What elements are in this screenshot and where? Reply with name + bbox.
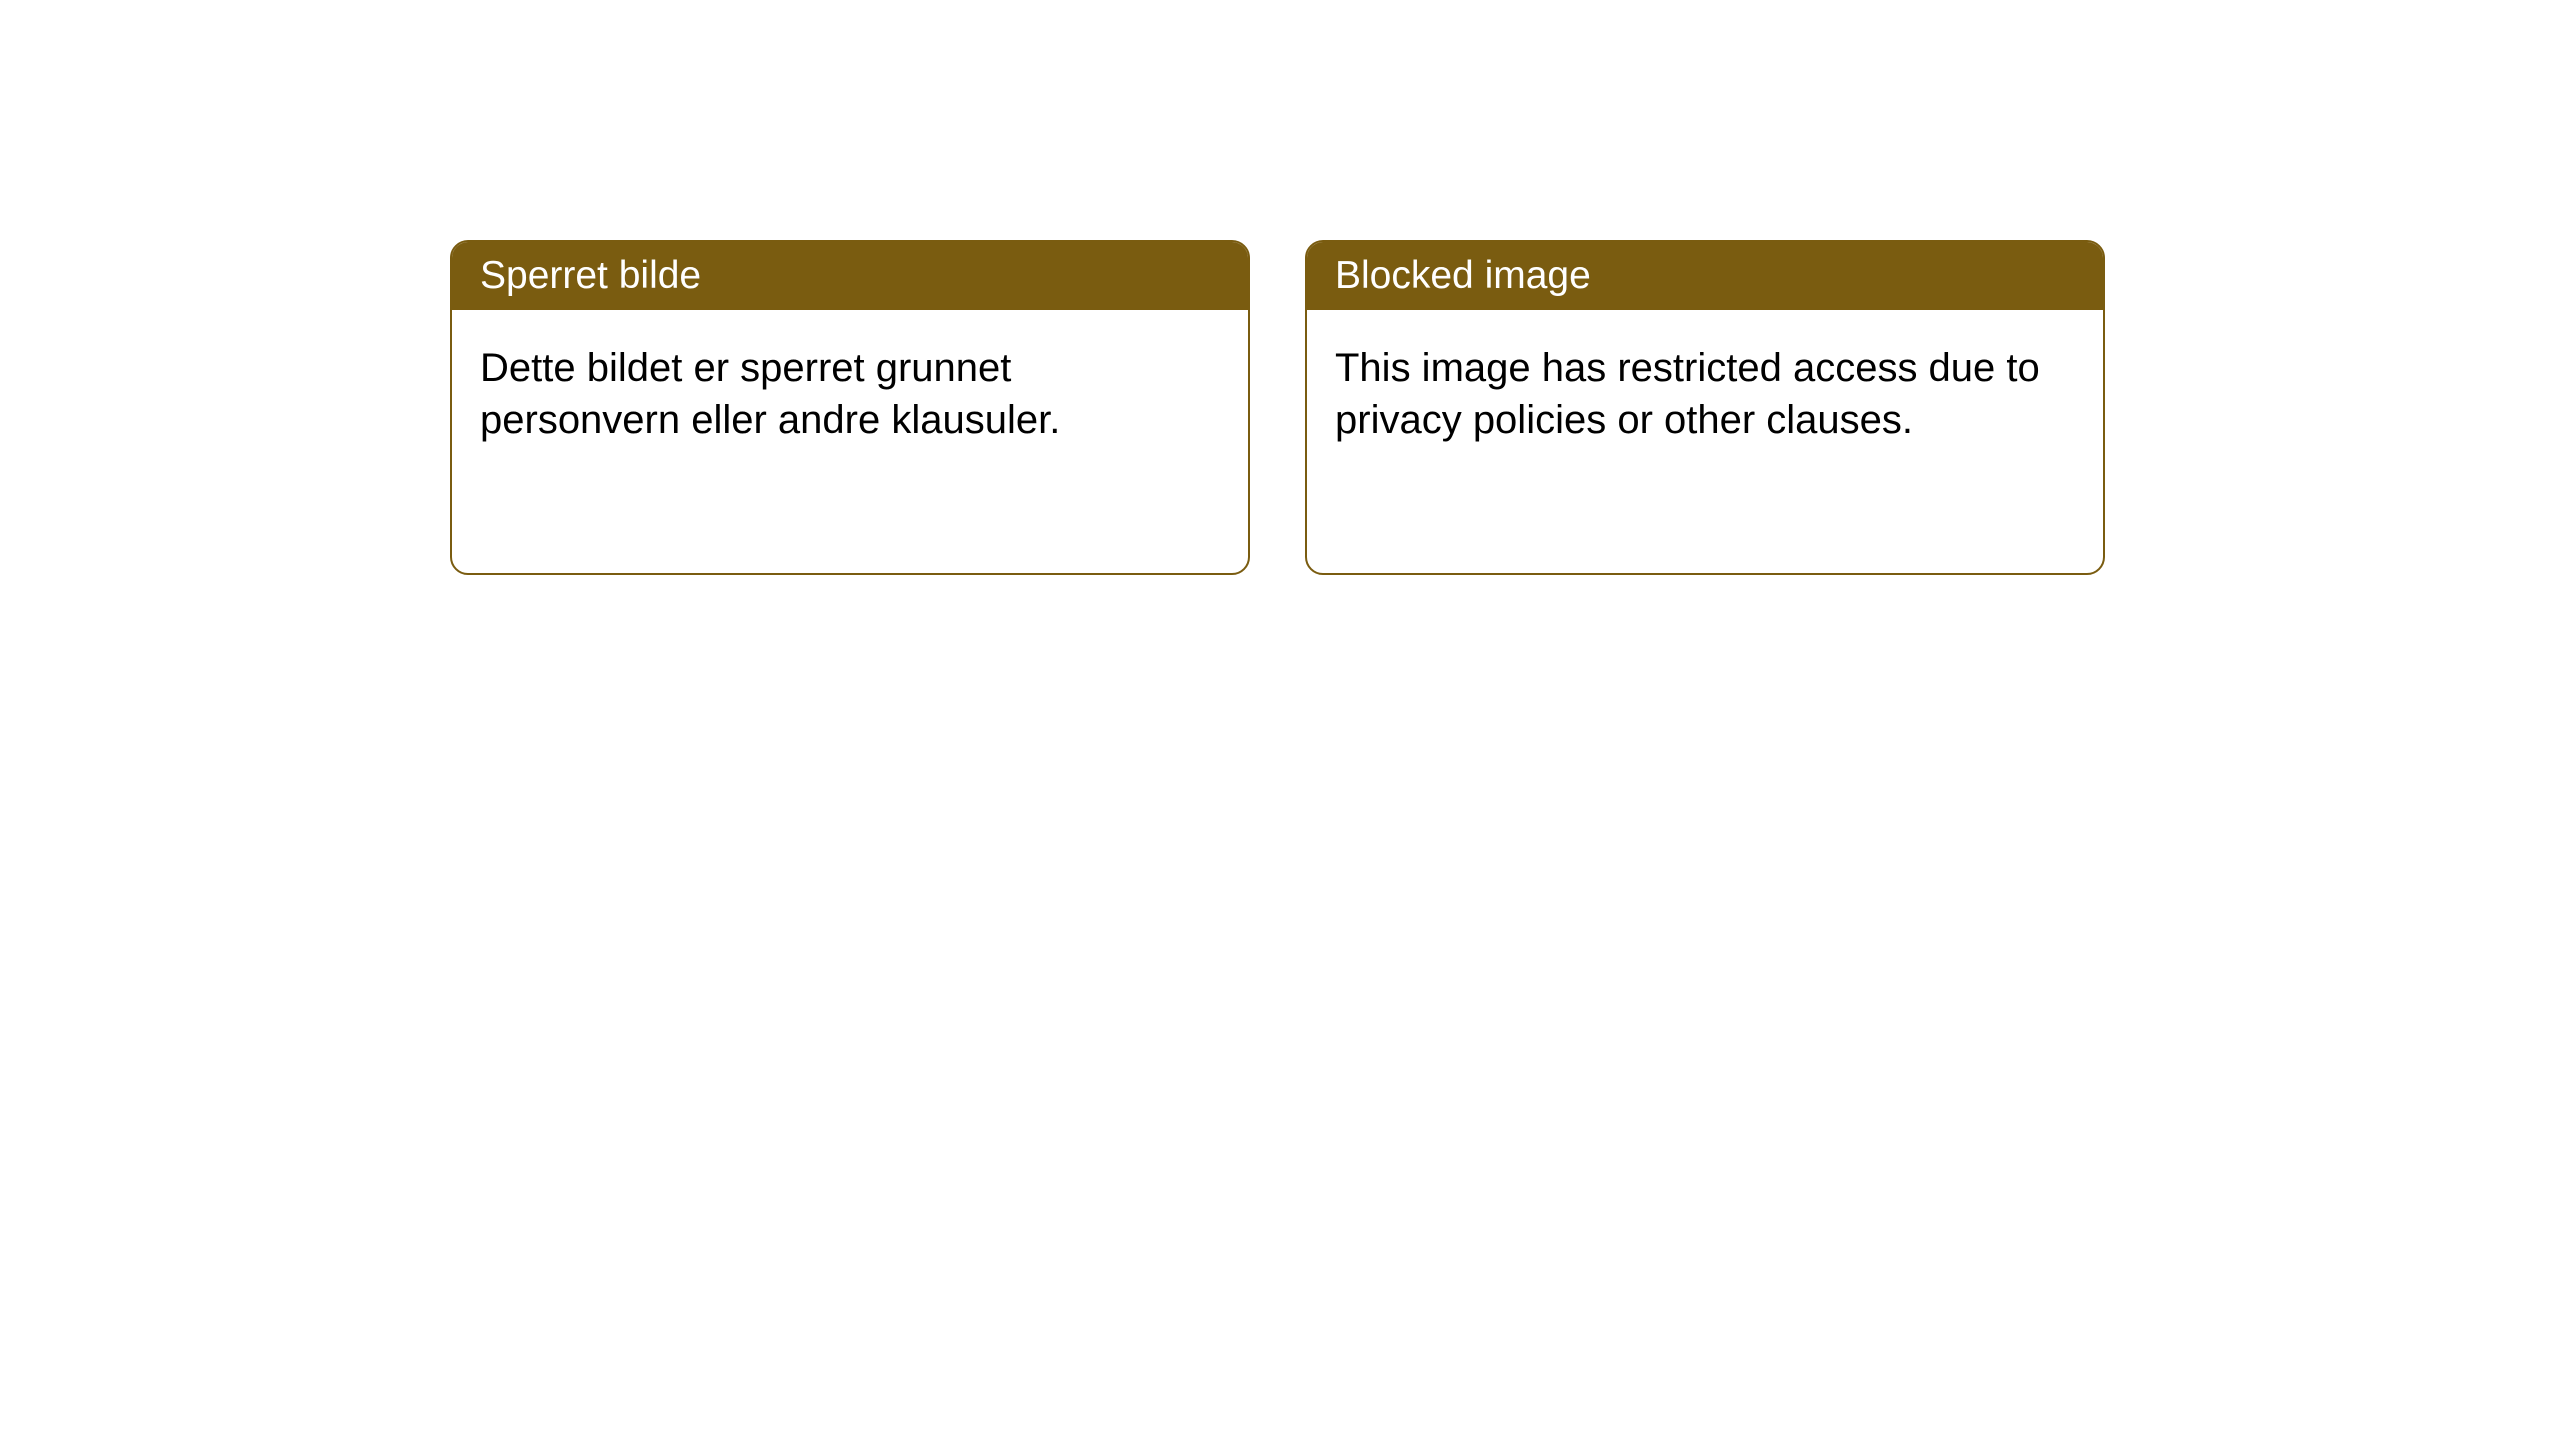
notice-card-title: Sperret bilde xyxy=(480,254,701,297)
notice-card-title: Blocked image xyxy=(1335,254,1591,297)
notice-container: Sperret bilde Dette bildet er sperret gr… xyxy=(0,0,2560,575)
notice-card-header: Blocked image xyxy=(1307,242,2103,310)
notice-card-header: Sperret bilde xyxy=(452,242,1248,310)
notice-card-body: This image has restricted access due to … xyxy=(1307,310,2103,478)
notice-card-body-text: Dette bildet er sperret grunnet personve… xyxy=(480,346,1060,442)
notice-card-body: Dette bildet er sperret grunnet personve… xyxy=(452,310,1248,478)
notice-card-english: Blocked image This image has restricted … xyxy=(1305,240,2105,575)
notice-card-body-text: This image has restricted access due to … xyxy=(1335,346,2040,442)
notice-card-norwegian: Sperret bilde Dette bildet er sperret gr… xyxy=(450,240,1250,575)
